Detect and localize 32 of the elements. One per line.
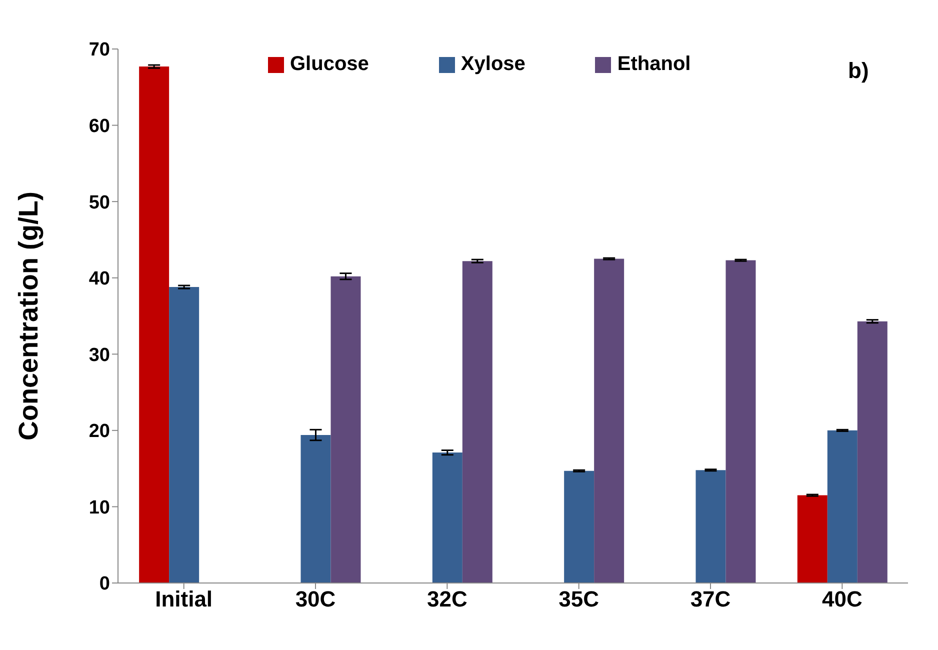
y-tick-label: 70 bbox=[88, 40, 110, 61]
bar bbox=[432, 452, 462, 583]
bar bbox=[726, 260, 756, 583]
bar bbox=[564, 470, 594, 583]
x-tick-label: 35C bbox=[558, 586, 600, 612]
bar bbox=[139, 66, 170, 583]
x-tick-label: 32C bbox=[426, 586, 468, 612]
bar bbox=[169, 287, 200, 583]
x-tick-label: 37C bbox=[690, 586, 731, 612]
legend-label: Xylose bbox=[460, 53, 526, 76]
y-tick-label: 0 bbox=[99, 574, 110, 595]
x-tick-label: 40C bbox=[822, 586, 862, 612]
y-tick-label: 10 bbox=[88, 497, 110, 518]
annotation: b) bbox=[848, 58, 869, 84]
legend-label: Ethanol bbox=[617, 53, 691, 76]
bar bbox=[462, 261, 492, 583]
bar bbox=[696, 470, 726, 583]
bar bbox=[797, 495, 828, 583]
bar bbox=[827, 430, 858, 583]
x-tick-label: Initial bbox=[155, 586, 213, 612]
y-tick-label: 30 bbox=[88, 344, 110, 366]
bar bbox=[300, 435, 331, 583]
y-tick-label: 50 bbox=[88, 192, 110, 214]
y-tick-label: 40 bbox=[88, 268, 110, 290]
bar bbox=[857, 321, 888, 583]
bar bbox=[330, 276, 361, 583]
y-axis-title: Concentration (g/L) bbox=[14, 192, 44, 440]
y-tick-label: 60 bbox=[88, 116, 110, 138]
bar bbox=[594, 258, 624, 583]
y-tick-label: 20 bbox=[88, 421, 110, 442]
x-tick-label: 30C bbox=[295, 586, 336, 612]
legend-label: Glucose bbox=[290, 53, 369, 76]
